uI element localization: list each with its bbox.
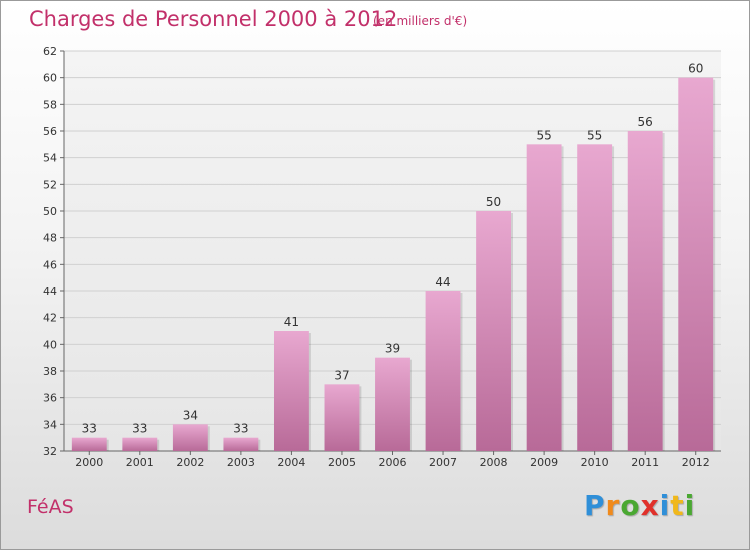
bar xyxy=(577,144,613,452)
bar xyxy=(627,131,663,451)
y-tick-label: 58 xyxy=(43,98,57,111)
data-label: 55 xyxy=(587,128,602,142)
y-tick-label: 32 xyxy=(43,445,57,458)
proxiti-logo: Proxiti xyxy=(584,489,695,522)
bar xyxy=(476,211,512,451)
data-label: 56 xyxy=(638,115,653,129)
bar xyxy=(122,437,158,451)
place-name: FéAS xyxy=(27,496,74,518)
bar xyxy=(324,384,360,451)
bar xyxy=(172,424,208,451)
logo-letter: o xyxy=(620,489,641,522)
logo-letter: r xyxy=(605,489,621,522)
y-tick-label: 42 xyxy=(43,312,57,325)
x-tick-label: 2005 xyxy=(328,456,356,469)
logo-letter: i xyxy=(684,489,696,522)
x-tick-label: 2003 xyxy=(227,456,255,469)
x-tick-label: 2012 xyxy=(682,456,710,469)
y-tick-label: 52 xyxy=(43,178,57,191)
x-tick-label: 2008 xyxy=(480,456,508,469)
data-label: 33 xyxy=(233,422,248,436)
bar xyxy=(678,77,714,452)
data-label: 60 xyxy=(688,62,703,76)
logo-letter: i xyxy=(659,489,671,522)
x-tick-label: 2011 xyxy=(631,456,659,469)
y-tick-label: 36 xyxy=(43,392,57,405)
y-tick-label: 48 xyxy=(43,232,57,245)
x-tick-label: 2001 xyxy=(126,456,154,469)
data-label: 50 xyxy=(486,195,501,209)
bar xyxy=(273,331,309,451)
y-tick-label: 50 xyxy=(43,205,57,218)
x-tick-label: 2009 xyxy=(530,456,558,469)
y-tick-label: 62 xyxy=(43,45,57,58)
data-label: 34 xyxy=(183,408,198,422)
y-tick-label: 54 xyxy=(43,152,57,165)
bar xyxy=(71,437,107,451)
y-tick-label: 46 xyxy=(43,258,57,271)
logo-letter: t xyxy=(670,489,685,522)
x-tick-label: 2010 xyxy=(581,456,609,469)
y-tick-label: 44 xyxy=(43,285,57,298)
chart-title: Charges de Personnel 2000 à 2012 xyxy=(29,7,398,31)
chart-subtitle: (en milliers d'€) xyxy=(373,14,468,28)
x-tick-label: 2004 xyxy=(277,456,305,469)
logo-letter: x xyxy=(640,489,660,522)
bar xyxy=(223,437,259,451)
data-label: 44 xyxy=(435,275,450,289)
x-tick-label: 2002 xyxy=(176,456,204,469)
bar xyxy=(425,291,461,451)
y-tick-label: 34 xyxy=(43,418,57,431)
x-tick-label: 2000 xyxy=(75,456,103,469)
y-tick-label: 38 xyxy=(43,365,57,378)
y-tick-label: 40 xyxy=(43,338,57,351)
x-tick-label: 2007 xyxy=(429,456,457,469)
data-label: 55 xyxy=(536,128,551,142)
logo-letter: P xyxy=(584,489,606,522)
bar xyxy=(526,144,562,452)
data-label: 41 xyxy=(284,315,299,329)
x-tick-label: 2006 xyxy=(379,456,407,469)
data-label: 33 xyxy=(82,422,97,436)
bar xyxy=(375,357,410,451)
y-tick-label: 60 xyxy=(43,72,57,85)
y-tick-label: 56 xyxy=(43,125,57,138)
data-label: 33 xyxy=(132,422,147,436)
data-label: 39 xyxy=(385,342,400,356)
data-label: 37 xyxy=(334,368,349,382)
